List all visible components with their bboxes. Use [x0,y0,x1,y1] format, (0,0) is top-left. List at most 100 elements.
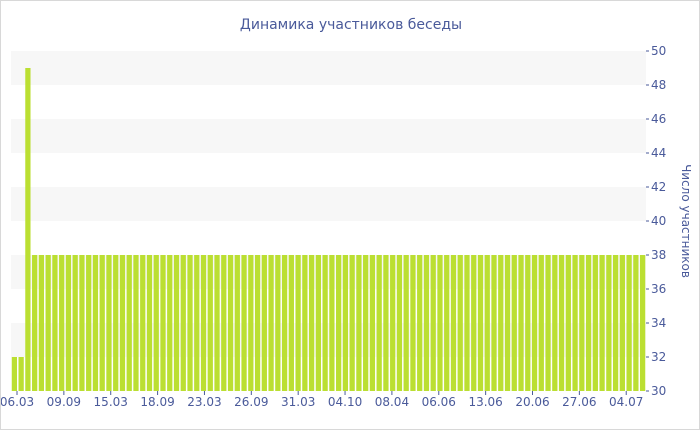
bar [227,255,234,391]
bar [45,255,51,391]
bar [525,255,531,391]
y-tick-label: 40 [651,214,666,228]
bar [376,255,382,391]
bar [234,255,240,391]
bar [146,255,153,391]
bar [592,255,598,391]
x-tick-label: 06.06 [422,395,456,409]
bar [72,255,78,391]
y-tick-label: 46 [651,112,666,126]
grid-band [11,187,646,221]
bar [200,255,207,391]
bar [572,255,578,391]
bar [619,255,625,391]
bar [565,255,571,391]
bar [167,255,173,391]
bar [410,255,416,391]
bar [261,255,267,391]
x-tick-label: 23.03 [187,395,221,409]
bar [160,255,166,391]
bar [32,255,38,391]
bar [518,255,524,391]
x-tick-label: 13.06 [468,395,502,409]
bar [79,255,85,391]
bar [477,255,484,391]
bar [498,255,504,391]
bar [612,255,619,391]
x-tick-label: 09.09 [47,395,81,409]
x-tick-label: 06.03 [1,395,34,409]
bar [248,255,254,391]
bar [390,255,396,391]
bar [59,255,65,391]
bar [491,255,497,391]
bar [430,255,436,391]
bar [288,255,294,391]
bar [173,255,180,391]
y-tick-label: 32 [651,350,666,364]
y-tick-label: 50 [651,44,666,58]
x-tick-label: 04.07 [609,395,643,409]
bar [133,255,139,391]
y-tick-label: 44 [651,146,666,160]
bar [153,255,159,391]
bar [315,255,321,391]
bar [356,255,362,391]
bar [11,357,18,391]
x-tick-label: 27.06 [562,395,596,409]
bar [119,255,126,391]
bar [322,255,328,391]
bar [450,255,457,391]
bar [86,255,92,391]
bar [437,255,443,391]
bar [194,255,200,391]
y-axis-ticks: 30 32 34 36 38 40 42 44 46 48 50 [646,44,666,398]
bar [254,255,261,391]
bar [363,255,369,391]
bar [275,255,281,391]
bar [281,255,288,391]
grid-bands [11,51,646,357]
bar [457,255,463,391]
grid-band [11,323,646,357]
bar [606,255,612,391]
y-tick-label: 38 [651,248,666,262]
bar [295,255,301,391]
bar [545,255,551,391]
bar [180,255,186,391]
x-tick-label: 08.04 [375,395,409,409]
bar [369,255,376,391]
bar [268,255,274,391]
bar [18,357,24,391]
x-tick-label: 26.09 [234,395,268,409]
bar [444,255,450,391]
bar [308,255,315,391]
bar [106,255,112,391]
bar [113,255,119,391]
bar [423,255,430,391]
bar [599,255,605,391]
bar [383,255,389,391]
bar [336,255,342,391]
bar [464,255,470,391]
bar [531,255,538,391]
bar [484,255,490,391]
bar [626,255,632,391]
bar [241,255,247,391]
bar [633,255,639,391]
bar [342,255,349,391]
x-tick-label: 18.09 [140,395,174,409]
bar [329,255,335,391]
y-tick-label: 48 [651,78,666,92]
bar [92,255,99,391]
chart-title: Динамика участников беседы [240,17,462,33]
bar [221,255,227,391]
grid-band [11,51,646,85]
bar [187,255,193,391]
bar [417,255,423,391]
x-axis-ticks: 06.03 09.09 15.03 18.09 23.03 26.09 31.03 04.10… [1,391,643,409]
bar [585,255,592,391]
grid-band [11,255,646,289]
